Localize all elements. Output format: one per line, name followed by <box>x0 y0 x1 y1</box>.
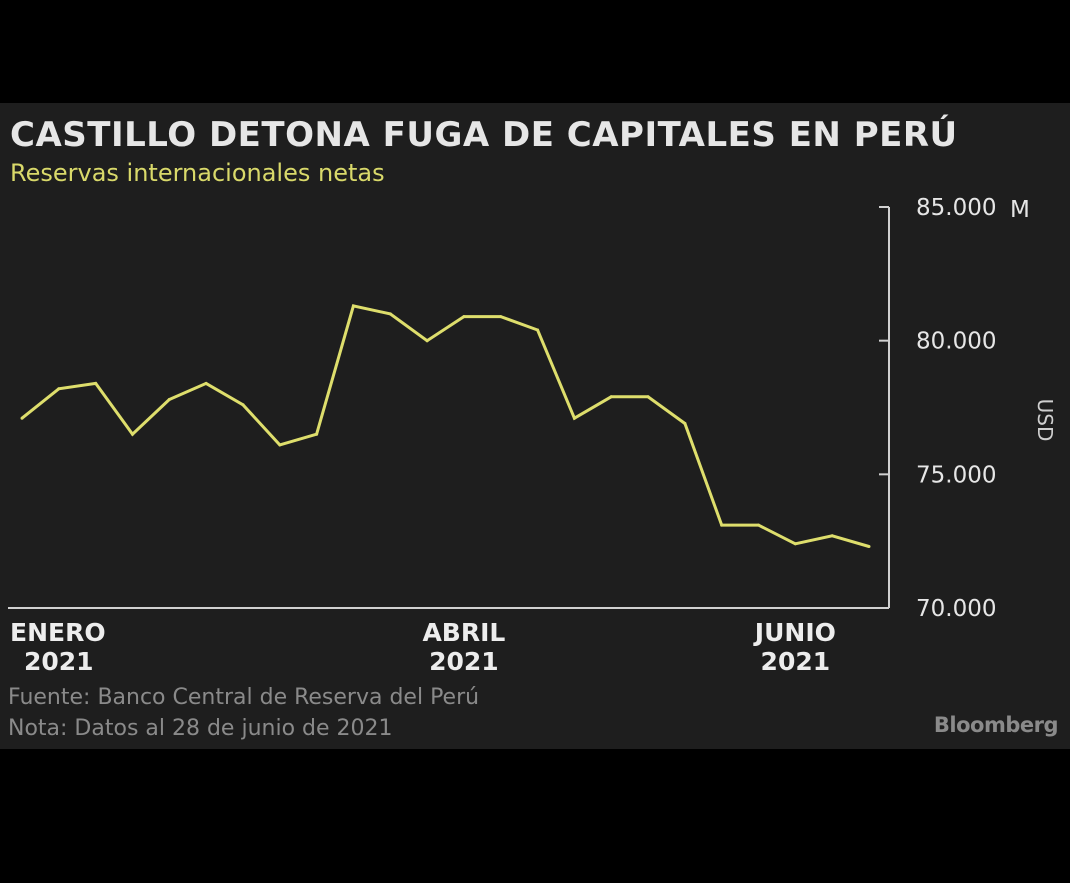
data-point <box>351 304 355 308</box>
x-tick-label: JUNIO <box>753 618 836 647</box>
y-unit-label: M <box>1010 197 1030 223</box>
y-tick-label: 80.000 <box>916 329 996 355</box>
series-line <box>21 304 870 548</box>
data-point <box>646 395 650 399</box>
data-point <box>720 523 724 527</box>
data-point <box>793 542 797 546</box>
series-points <box>20 304 871 548</box>
data-point <box>204 381 208 385</box>
y-tick-label: 85.000 <box>916 195 996 221</box>
date-note: Nota: Datos al 28 de junio de 2021 <box>8 716 393 741</box>
data-point <box>20 416 24 420</box>
data-point <box>388 312 392 316</box>
data-point <box>757 523 760 527</box>
data-point <box>683 422 687 425</box>
x-tick-year-label: 2021 <box>429 647 499 676</box>
data-point <box>499 315 503 319</box>
x-tick-label: ENERO <box>10 618 106 647</box>
data-point <box>867 545 871 548</box>
source-note: Fuente: Banco Central de Reserva del Per… <box>8 685 480 710</box>
data-point <box>278 443 282 447</box>
data-point <box>462 315 466 319</box>
data-point <box>131 432 134 436</box>
data-point <box>425 339 429 343</box>
data-point <box>167 398 171 401</box>
y-axis-label: USD <box>1033 399 1057 442</box>
bloomberg-logo: Bloomberg <box>933 713 1059 737</box>
x-tick-label: ABRIL <box>422 618 505 647</box>
y-tick-label: 75.000 <box>916 462 996 488</box>
x-tick-year-label: 2021 <box>24 647 94 676</box>
data-point <box>57 387 61 391</box>
chart-axes <box>8 207 890 609</box>
data-point <box>572 416 576 420</box>
chart-title: CASTILLO DETONA FUGA DE CAPITALES EN PER… <box>10 115 958 155</box>
chart-subtitle: Reservas internacionales netas <box>10 159 385 187</box>
data-point <box>94 381 98 385</box>
data-point <box>536 328 540 332</box>
x-tick-year-label: 2021 <box>761 647 831 676</box>
y-axis-ticks: 85.000 80.000 75.000 70.000 <box>879 195 996 622</box>
data-point <box>241 403 245 407</box>
chart-panel <box>0 103 1070 749</box>
data-point <box>830 534 834 538</box>
data-point <box>315 432 319 436</box>
data-point <box>609 395 613 399</box>
y-tick-label: 70.000 <box>916 596 996 622</box>
